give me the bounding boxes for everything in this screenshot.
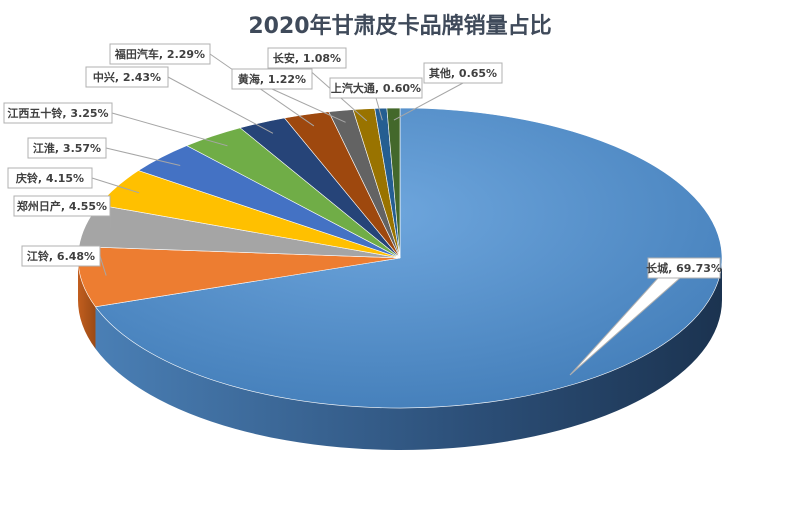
leader-lines xyxy=(91,53,682,376)
leader-line-9 xyxy=(271,88,346,123)
leader-line-7 xyxy=(167,76,274,134)
data-label-box-8 xyxy=(109,43,211,65)
data-label-1: 长城, 69.73% xyxy=(646,261,722,275)
data-label-box-9 xyxy=(231,68,313,90)
leader-line-6 xyxy=(111,112,228,147)
data-label-box-5 xyxy=(27,137,107,159)
leader-line-11 xyxy=(375,97,383,121)
data-label-box-12 xyxy=(423,62,503,84)
leader-line-8 xyxy=(209,53,315,127)
data-label-10: 长安, 1.08% xyxy=(273,51,341,65)
data-labels: 长城, 69.73% 江铃, 6.48% 郑州日产, 4.55% 庆铃, 4.15% 江… xyxy=(3,43,722,279)
leader-line-5 xyxy=(105,147,181,166)
data-label-11: 上汽大通, 0.60% xyxy=(331,81,421,95)
chart-title: 2020年甘肃皮卡品牌销量占比 xyxy=(248,13,551,39)
data-label-box-7 xyxy=(85,66,169,88)
pie-slices xyxy=(77,107,723,409)
data-label-box-3 xyxy=(13,195,111,217)
data-label-12: 其他, 0.65% xyxy=(429,66,497,80)
data-label-box-10 xyxy=(267,47,347,69)
data-label-box-2 xyxy=(21,245,101,267)
leader-line-4 xyxy=(91,177,140,194)
slice-1 xyxy=(94,107,723,409)
data-label-box-1 xyxy=(647,257,721,279)
slice-side-1 xyxy=(95,258,723,451)
pie-sides xyxy=(78,258,723,451)
leader-line-12 xyxy=(393,82,464,121)
data-label-3: 郑州日产, 4.55% xyxy=(17,199,107,213)
data-label-9: 黄海, 1.22% xyxy=(238,72,306,86)
data-label-box-6 xyxy=(3,102,113,124)
data-label-8: 福田汽车, 2.29% xyxy=(114,47,205,61)
data-label-6: 江西五十铃, 3.25% xyxy=(7,106,108,120)
data-label-7: 中兴, 2.43% xyxy=(93,70,161,84)
data-label-4: 庆铃, 4.15% xyxy=(15,171,84,185)
slice-12 xyxy=(386,107,401,259)
data-label-box-4 xyxy=(7,167,93,189)
data-label-5: 江淮, 3.57% xyxy=(33,141,101,155)
leader-line-2 xyxy=(99,255,107,276)
data-label-2: 江铃, 6.48% xyxy=(27,249,95,263)
data-label-box-11 xyxy=(329,77,423,99)
slice-side-2 xyxy=(78,258,96,349)
